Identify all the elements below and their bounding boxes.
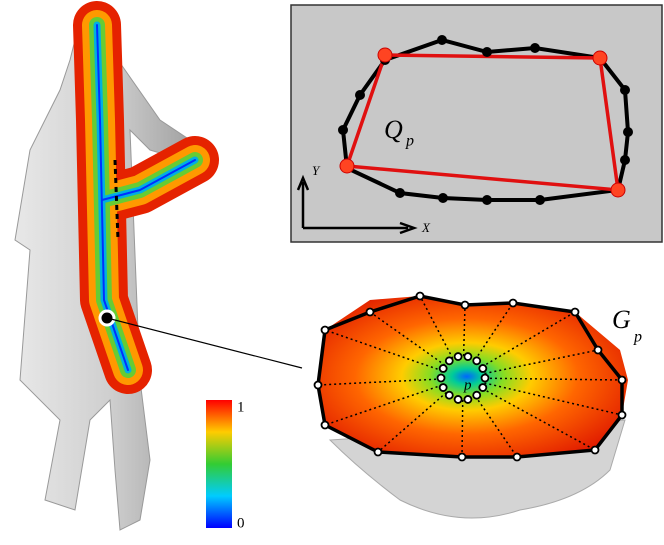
shape	[322, 327, 329, 334]
shape	[315, 382, 322, 389]
shape	[514, 454, 521, 461]
shape	[479, 384, 486, 391]
shape	[482, 195, 492, 205]
detail-label: G	[612, 305, 631, 334]
shape	[395, 188, 405, 198]
shape	[595, 347, 602, 354]
shape	[473, 357, 480, 364]
shape	[482, 47, 492, 57]
shape	[440, 384, 447, 391]
shape	[455, 396, 462, 403]
shape	[438, 375, 445, 382]
shape	[437, 35, 447, 45]
shape	[619, 412, 626, 419]
shape	[462, 302, 469, 309]
colorbar	[206, 400, 232, 528]
axis-x-label: X	[421, 220, 431, 235]
colorbar-max: 1	[237, 399, 245, 415]
shape	[438, 193, 448, 203]
shape	[530, 43, 540, 53]
shape	[322, 422, 329, 429]
shape	[338, 125, 348, 135]
shape	[367, 309, 374, 316]
figure: 1 0 Q p Y X p G p	[0, 0, 664, 545]
shape	[510, 300, 517, 307]
shape	[473, 392, 480, 399]
shape	[535, 195, 545, 205]
colorbar-min: 0	[237, 515, 245, 531]
shape	[620, 85, 630, 95]
shape	[620, 155, 630, 165]
center-label: p	[463, 377, 472, 393]
shape	[446, 392, 453, 399]
shape	[375, 449, 382, 456]
shape	[459, 454, 466, 461]
shape	[623, 127, 633, 137]
shape	[479, 365, 486, 372]
inset-label-sub: p	[405, 133, 414, 150]
shape	[446, 357, 453, 364]
shape	[592, 447, 599, 454]
shape	[619, 377, 626, 384]
shape	[417, 293, 424, 300]
shape	[482, 375, 489, 382]
shape	[572, 309, 579, 316]
inset-label: Q	[384, 115, 403, 144]
mesh-figure	[15, 10, 302, 530]
shape	[464, 353, 471, 360]
detail-label-sub: p	[633, 329, 642, 346]
shape	[464, 396, 471, 403]
detail-patch: p G p	[315, 293, 643, 519]
shape	[355, 90, 365, 100]
inset-panel: Q p Y X	[291, 5, 662, 242]
shape	[455, 353, 462, 360]
shape	[440, 365, 447, 372]
